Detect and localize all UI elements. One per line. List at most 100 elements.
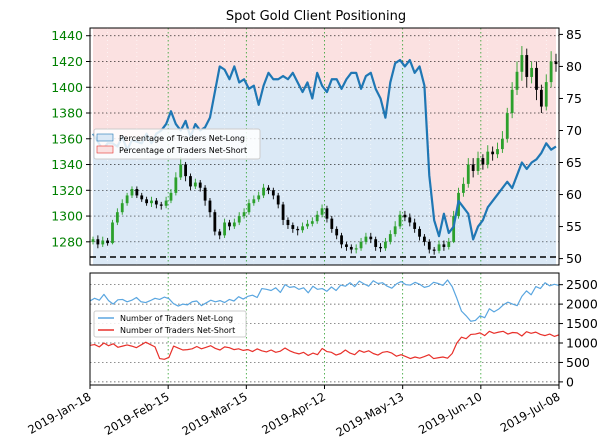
candle-body — [359, 241, 363, 249]
candle-body — [276, 195, 280, 205]
percentage-tick-label: 65 — [566, 155, 582, 170]
percentage-tick-label: 55 — [566, 219, 582, 234]
net-long-short-fill — [90, 28, 559, 265]
net-long-area — [93, 60, 556, 265]
candle-body — [252, 199, 256, 204]
candle-body — [184, 164, 187, 177]
net-long-percentage-line — [92, 58, 557, 241]
candle-body — [91, 239, 95, 242]
candle-body — [306, 223, 309, 227]
count-tick-label: 1500 — [566, 316, 598, 331]
candle-body — [223, 222, 226, 236]
price-tick-label: 1320 — [51, 183, 83, 198]
price-tick-label: 1380 — [51, 106, 83, 121]
percentage-axis: 50 55 60 65 70 75 80 85 — [559, 27, 582, 266]
candle-body — [169, 192, 173, 201]
candle-body — [418, 228, 421, 237]
price-tick-label: 1300 — [51, 209, 83, 224]
candle-body — [466, 164, 470, 184]
percentage-tick-label: 60 — [566, 187, 582, 202]
candle-body — [442, 244, 446, 247]
legend-net-short-swatch — [96, 145, 114, 154]
candle-body — [198, 182, 202, 188]
candle-body — [286, 219, 290, 226]
date-tick-label: 2019-Feb-15 — [102, 389, 172, 437]
top-panel-frame — [89, 27, 560, 266]
date-tick-label: 2019-Jan-18 — [25, 389, 93, 436]
candle-body — [413, 222, 417, 229]
percentage-tick-label: 80 — [566, 59, 582, 74]
candle-body — [452, 216, 456, 242]
candle-body — [486, 151, 490, 165]
candle-body — [574, 74, 577, 83]
candle-body — [520, 55, 524, 72]
price-tick-label: 1440 — [51, 28, 83, 43]
percentage-tick-label: 50 — [566, 251, 582, 266]
candle-body — [125, 195, 129, 204]
candle-body — [335, 228, 339, 236]
candle-body — [101, 240, 105, 245]
candle-body — [96, 239, 100, 245]
candle-body — [345, 244, 348, 247]
candle-body — [237, 216, 241, 223]
candle-body — [403, 214, 407, 218]
candle-body — [179, 164, 183, 178]
count-tick-label: 0 — [566, 374, 574, 389]
candle-body — [310, 221, 314, 224]
candle-body — [476, 158, 480, 171]
trader-count-axis: 0 500 1000 1500 2000 2500 — [559, 277, 598, 389]
candle-body — [228, 222, 231, 227]
legend-net-long-swatch — [96, 133, 114, 142]
date-tick-label: 2019-Jul-08 — [498, 389, 563, 434]
legend-net-long-label: Percentage of Traders Net-Long — [119, 134, 245, 143]
candle-body — [398, 214, 402, 227]
candle-body — [208, 200, 212, 213]
candle-body — [374, 239, 378, 247]
date-tick-label: 2019-Jun-10 — [416, 389, 484, 437]
candle-body — [218, 231, 222, 236]
candle-body — [554, 61, 558, 65]
candle-body — [437, 244, 441, 251]
legend-net-short-label: Percentage of Traders Net-Short — [119, 146, 247, 155]
candle-body — [539, 89, 543, 107]
candle-body — [247, 203, 251, 213]
percentage-tick-label: 85 — [566, 27, 582, 42]
candle-body — [408, 217, 412, 223]
top-legend: Percentage of Traders Net-Long Percentag… — [93, 128, 261, 160]
candle-body — [340, 235, 343, 245]
candle-body — [505, 113, 509, 139]
candle-body — [349, 246, 353, 250]
candle-body — [379, 246, 382, 249]
candle-body — [496, 149, 499, 155]
trader-count-lines — [90, 279, 559, 360]
candle-body — [296, 228, 300, 231]
count-tick-label: 2500 — [566, 277, 598, 292]
candle-body — [525, 55, 529, 77]
candle-body — [569, 74, 572, 92]
candle-body — [388, 234, 392, 242]
candle-body — [320, 208, 324, 215]
candle-body — [262, 187, 265, 196]
net-short-count-line — [90, 330, 559, 360]
percentage-tick-label: 75 — [566, 91, 582, 106]
candle-body — [213, 212, 217, 232]
date-tick-label: 2019-Apr-12 — [259, 389, 328, 437]
candle-body — [242, 212, 246, 217]
candle-body — [369, 236, 373, 240]
candle-body — [510, 89, 514, 114]
candle-body — [500, 138, 504, 150]
candle-body — [130, 189, 134, 196]
candle-body — [257, 195, 261, 200]
candle-body — [281, 204, 285, 220]
candle-body — [174, 177, 178, 193]
candle-body — [267, 187, 270, 191]
candle-body — [164, 200, 168, 206]
price-tick-label: 1340 — [51, 157, 83, 172]
candle-body — [154, 200, 158, 205]
candle-body — [301, 226, 304, 231]
candle-body — [271, 190, 275, 196]
candle-body — [491, 151, 495, 155]
count-tick-label: 500 — [566, 355, 590, 370]
candle-body — [447, 241, 451, 247]
net-short-area — [93, 28, 556, 240]
